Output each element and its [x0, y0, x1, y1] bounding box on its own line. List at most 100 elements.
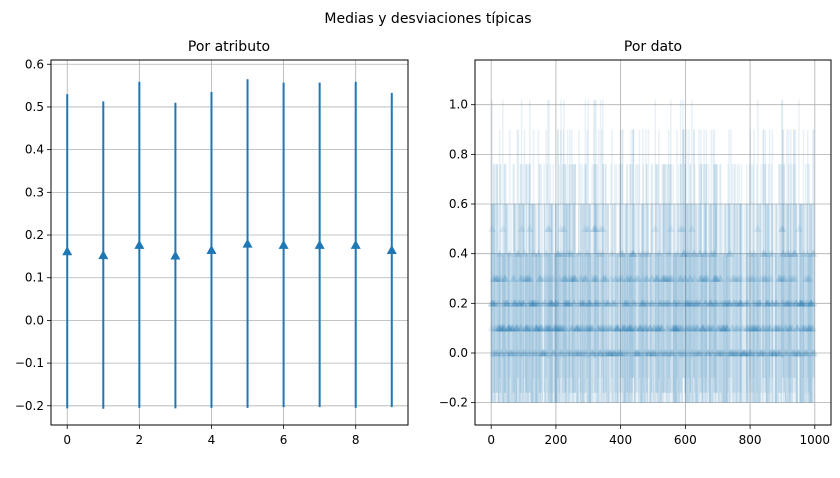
right-chart-mean-marker	[677, 274, 686, 282]
right-chart-mean-marker	[626, 249, 635, 257]
right-chart-mean-marker	[539, 348, 548, 357]
right-chart-mean-marker	[784, 274, 793, 282]
right-chart-mean-marker	[627, 324, 636, 332]
left-chart-marks	[62, 79, 397, 409]
right-chart-mean-marker	[642, 274, 651, 282]
right-chart-mean-marker	[659, 299, 668, 307]
right-chart-mean-marker	[518, 299, 527, 307]
right-chart-mean-marker	[658, 274, 667, 282]
right-chart-mean-marker	[708, 324, 717, 332]
right-chart-mean-marker	[491, 348, 500, 357]
right-chart-mean-marker	[507, 299, 516, 307]
right-chart-mean-marker	[635, 249, 644, 257]
right-chart-mean-marker	[532, 299, 541, 307]
right-chart-mean-marker	[567, 249, 576, 257]
right-chart-mean-marker	[590, 274, 599, 282]
right-chart-mean-marker	[555, 274, 564, 282]
right-chart-mean-marker	[603, 348, 612, 357]
left-chart-xtick-label: 4	[208, 433, 216, 447]
right-chart-mean-marker	[586, 324, 595, 332]
right-chart-mean-marker	[522, 324, 531, 332]
right-chart-mean-marker	[729, 348, 738, 357]
right-chart-mean-marker	[618, 274, 627, 282]
left-chart-ytick-label: 0.1	[25, 271, 44, 285]
right-chart-ytick-label: 0.2	[449, 296, 468, 310]
right-chart-mean-marker	[572, 324, 581, 332]
right-chart-mean-marker	[592, 299, 601, 307]
right-chart-mean-marker	[689, 348, 698, 357]
right-chart-mean-marker	[580, 324, 589, 332]
right-chart-mean-marker	[540, 299, 549, 307]
right-chart-mean-marker	[568, 324, 577, 332]
right-chart-mean-marker	[685, 299, 694, 307]
right-chart-mean-marker	[775, 274, 784, 282]
right-chart-mean-marker	[641, 348, 650, 357]
right-chart-mean-marker	[489, 348, 498, 357]
right-chart-mean-marker	[497, 348, 506, 357]
right-chart-mean-marker	[556, 324, 565, 332]
right-chart-mean-marker	[579, 324, 588, 332]
right-chart-mean-marker	[738, 348, 747, 357]
right-chart-mean-marker	[638, 299, 647, 307]
right-chart-mean-marker	[749, 299, 758, 307]
right-chart-mean-marker	[560, 274, 569, 282]
right-chart-mean-marker	[772, 324, 781, 332]
right-chart-mean-marker	[722, 324, 731, 332]
right-chart-mean-marker	[763, 299, 772, 307]
right-chart-mean-marker	[489, 299, 498, 307]
right-chart-mean-marker	[584, 324, 593, 332]
right-chart-mean-marker	[758, 324, 767, 332]
right-chart-mean-marker	[673, 299, 682, 307]
right-chart-mean-marker	[763, 299, 772, 307]
right-chart-mean-marker	[714, 324, 723, 332]
right-chart-mean-marker	[784, 249, 793, 257]
right-chart-mean-marker	[678, 224, 687, 233]
left-chart-ytick-label: 0.4	[25, 143, 44, 157]
right-chart-mean-marker	[541, 324, 550, 332]
right-chart-mean-marker	[576, 299, 585, 307]
right-chart-mean-marker	[702, 299, 711, 307]
right-chart-mean-marker	[711, 299, 720, 307]
right-chart-mean-marker	[695, 274, 704, 282]
right-chart-mean-marker	[685, 324, 694, 332]
right-chart-mean-marker	[778, 224, 787, 233]
right-chart-mean-marker	[718, 324, 727, 332]
right-chart-mean-marker	[649, 324, 658, 332]
right-chart-mean-marker	[649, 324, 658, 332]
right-chart-mean-marker	[735, 274, 744, 282]
right-chart-mean-marker	[790, 249, 799, 257]
right-chart-mean-marker	[789, 249, 798, 257]
right-chart-mean-marker	[525, 274, 534, 282]
right-chart-mean-marker	[807, 299, 816, 307]
right-chart-mean-marker	[527, 299, 536, 307]
right-chart-mean-marker	[776, 348, 785, 357]
right-chart-mean-marker	[620, 299, 629, 307]
right-chart-mean-marker	[622, 348, 631, 357]
right-chart-mean-marker	[604, 324, 613, 332]
right-chart-mean-marker	[509, 324, 518, 332]
right-chart-mean-marker	[515, 299, 524, 307]
right-chart-mean-marker	[785, 324, 794, 332]
right-chart-mean-marker	[693, 324, 702, 332]
right-chart-mean-marker	[579, 299, 588, 307]
right-chart-mean-marker	[730, 348, 739, 357]
right-chart-mean-marker	[565, 249, 574, 257]
right-chart-mean-marker	[706, 324, 715, 332]
right-chart-mean-marker	[740, 299, 749, 307]
right-chart-mean-marker	[799, 299, 808, 307]
right-chart-mean-marker	[562, 299, 571, 307]
right-chart-mean-marker	[555, 324, 564, 332]
right-chart-mean-marker	[632, 348, 641, 357]
right-chart-mean-marker	[660, 299, 669, 307]
right-chart-mean-marker	[709, 274, 718, 282]
right-chart-mean-marker	[610, 274, 619, 282]
right-chart-mean-marker	[707, 299, 716, 307]
right-chart-mean-marker	[800, 348, 809, 357]
right-chart-mean-marker	[719, 324, 728, 332]
right-chart-mean-marker	[499, 299, 508, 307]
right-chart-mean-marker	[795, 299, 804, 307]
right-chart-mean-marker	[698, 324, 707, 332]
right-chart-mean-marker	[587, 324, 596, 332]
right-chart-mean-marker	[735, 348, 744, 357]
right-chart-mean-marker	[522, 274, 531, 282]
